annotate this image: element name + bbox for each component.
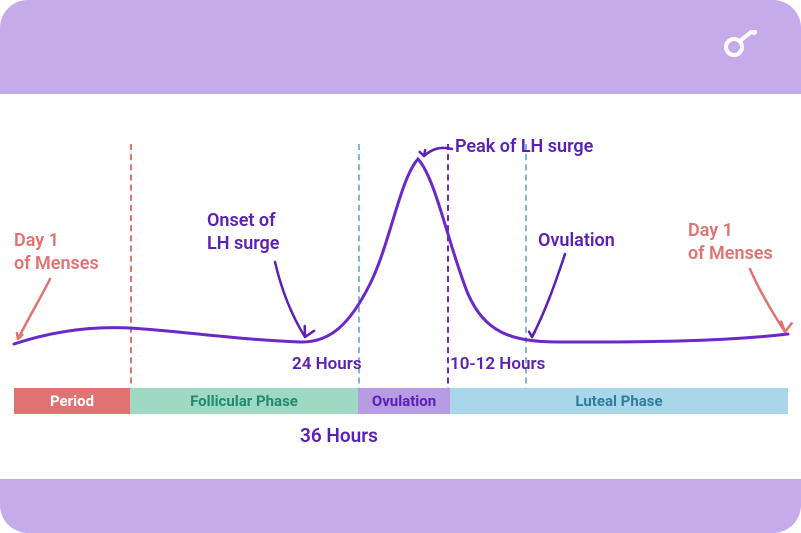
top-band bbox=[0, 0, 801, 94]
ovulation_arrow bbox=[532, 254, 565, 337]
bottom-band bbox=[0, 479, 801, 533]
phase-luteal-phase: Luteal Phase bbox=[450, 388, 788, 414]
label-day1_left: Day 1of Menses bbox=[14, 230, 99, 275]
phase-bar: PeriodFollicular PhaseOvulationLuteal Ph… bbox=[14, 388, 788, 414]
label-ovulation: Ovulation bbox=[538, 230, 615, 253]
phase-period: Period bbox=[14, 388, 130, 414]
time-label: 10-12 Hours bbox=[450, 354, 545, 374]
chart-area: PeriodFollicular PhaseOvulationLuteal Ph… bbox=[0, 94, 801, 479]
day1_right_arrow bbox=[750, 269, 785, 332]
curve-svg bbox=[0, 94, 801, 479]
diagram-card: PeriodFollicular PhaseOvulationLuteal Ph… bbox=[0, 0, 801, 533]
peak_arrow bbox=[424, 148, 452, 156]
brand-logo-icon bbox=[721, 30, 761, 58]
label-onset: Onset ofLH surge bbox=[207, 210, 279, 255]
day1_left_arrow bbox=[18, 279, 50, 339]
onset_arrow bbox=[275, 262, 305, 337]
label-peak: Peak of LH surge bbox=[455, 136, 593, 159]
time-label: 24 Hours bbox=[292, 354, 362, 374]
lh-curve bbox=[14, 159, 788, 344]
phase-ovulation: Ovulation bbox=[358, 388, 450, 414]
time-label: 36 Hours bbox=[300, 424, 378, 447]
onset_arrow-head bbox=[305, 326, 314, 337]
label-day1_right: Day 1of Menses bbox=[688, 220, 773, 265]
phase-follicular-phase: Follicular Phase bbox=[130, 388, 358, 414]
peak_arrow-head bbox=[420, 150, 425, 156]
